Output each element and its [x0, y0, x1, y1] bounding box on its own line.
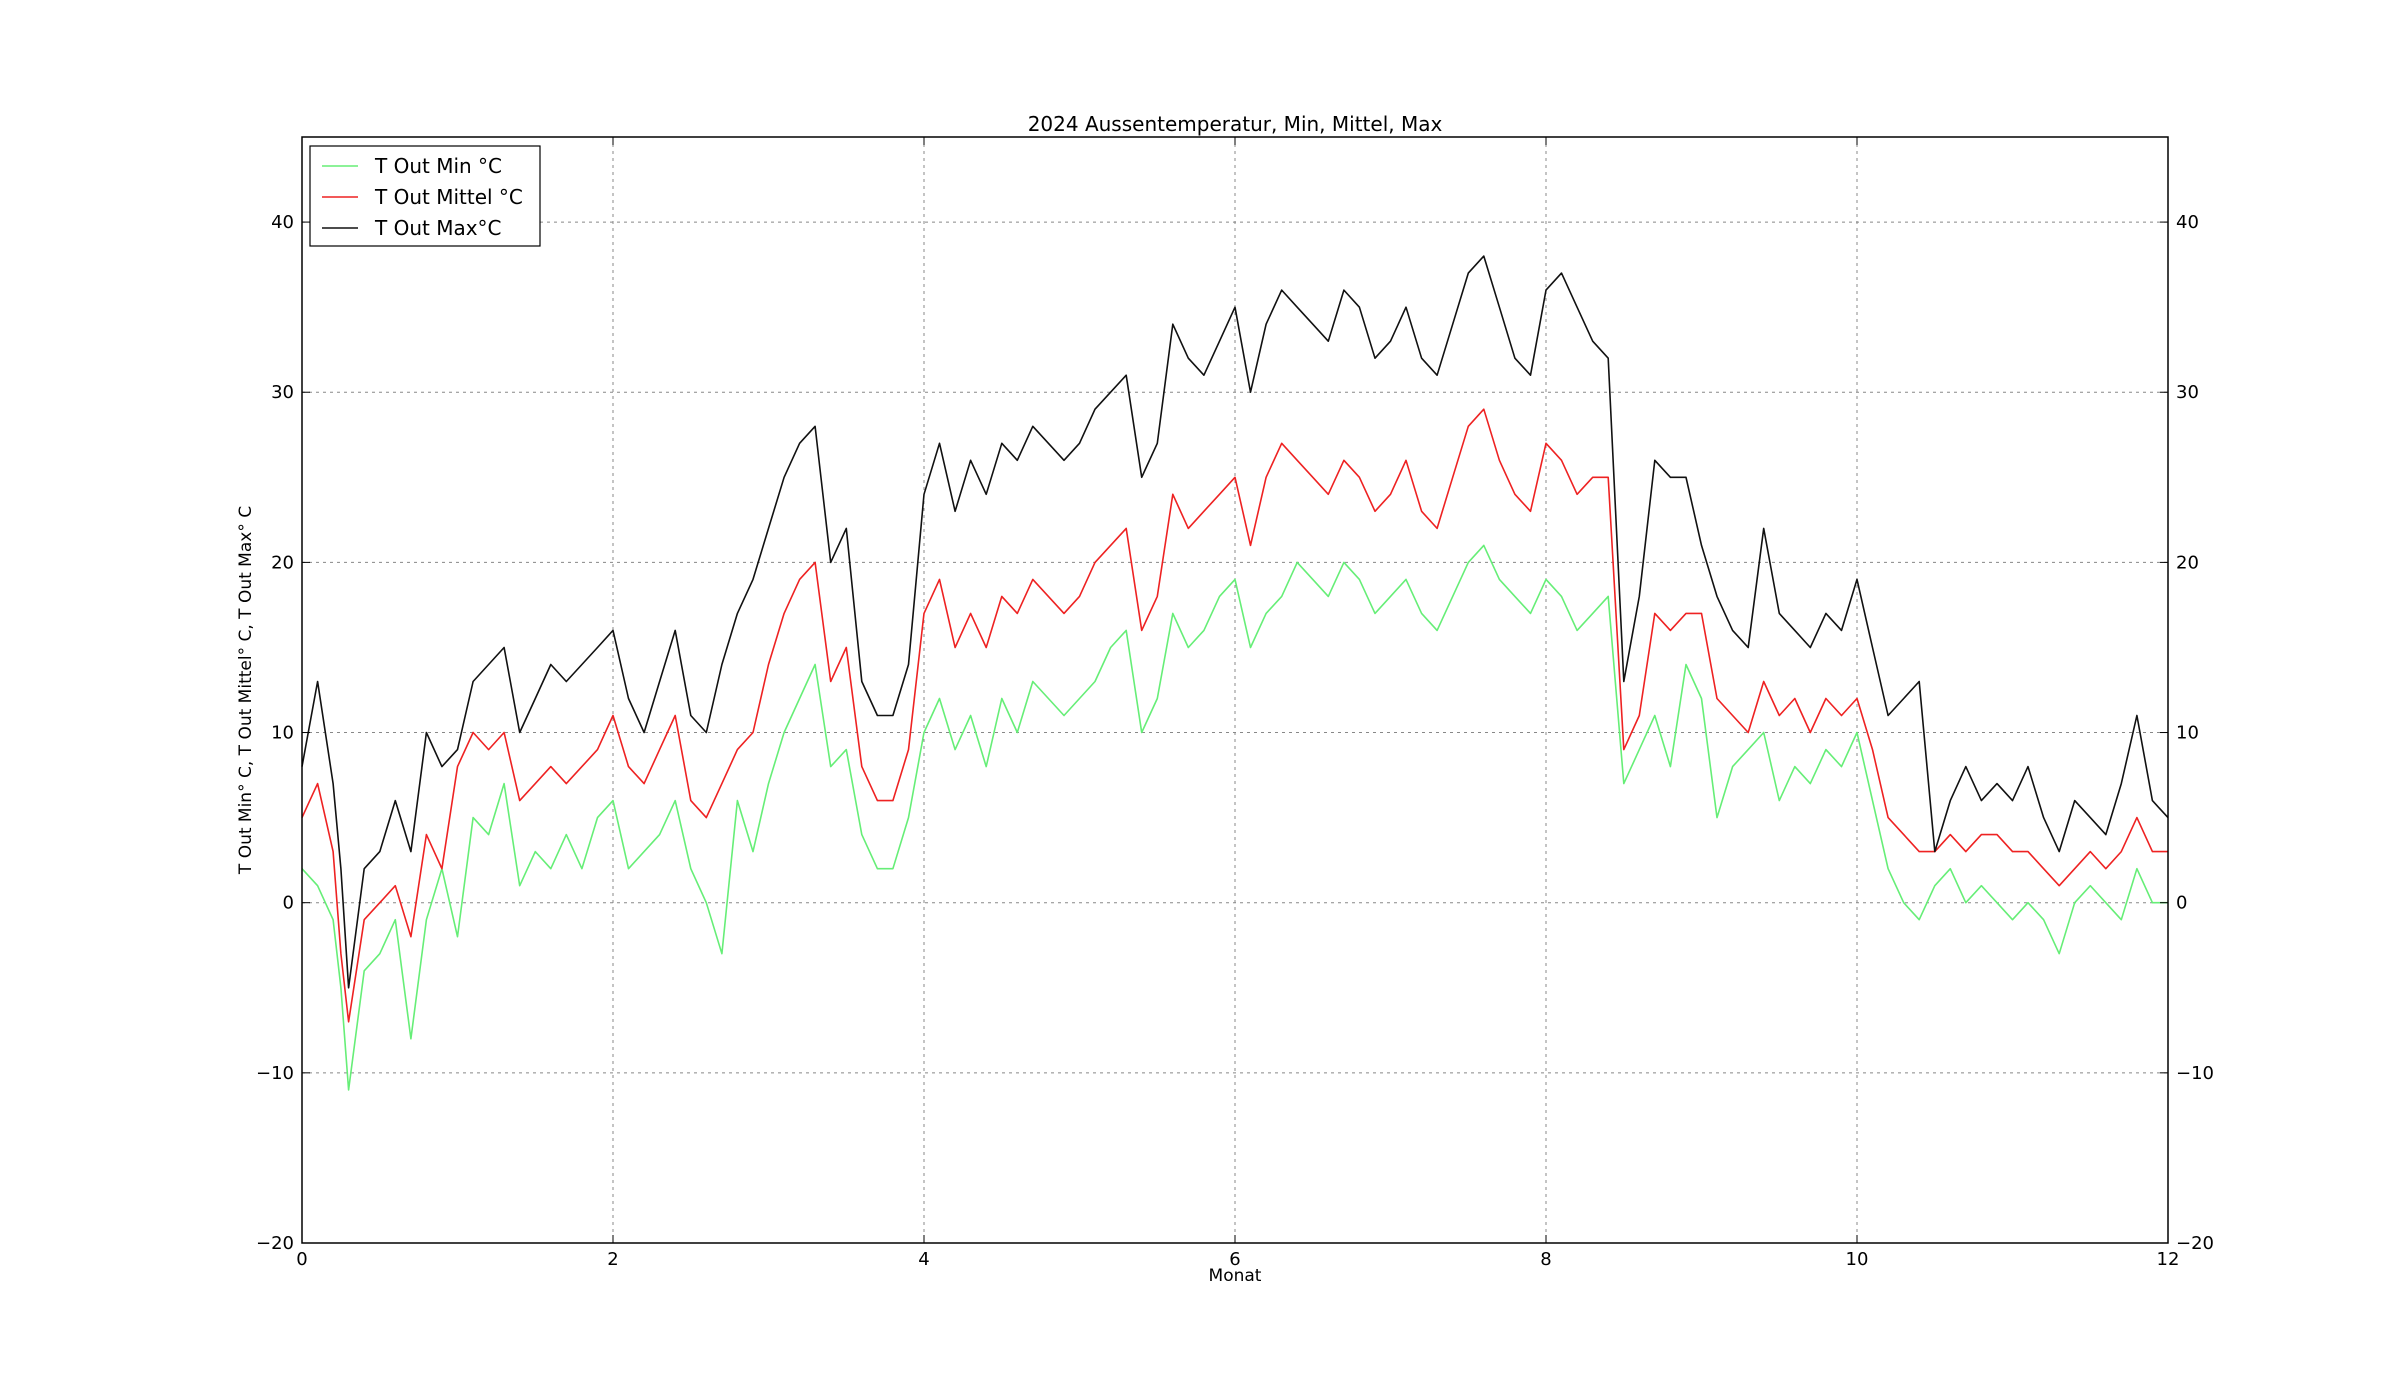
y-tick-label-right: 40 — [2176, 212, 2199, 233]
y-tick-label: −20 — [256, 1233, 294, 1254]
y-tick-label: 20 — [271, 552, 294, 573]
legend-box — [309, 145, 541, 247]
legend: T Out Min °C T Out Mittel °C T Out Max°C — [309, 145, 541, 247]
x-tick-label: 12 — [2157, 1249, 2180, 1270]
legend-label: T Out Max°C — [374, 216, 502, 240]
grid — [302, 137, 2168, 1243]
x-tick-label: 8 — [1540, 1249, 1551, 1270]
y-tick-label-right: 30 — [2176, 382, 2199, 403]
legend-label: T Out Min °C — [374, 154, 502, 178]
x-tick-label: 10 — [1846, 1249, 1869, 1270]
y-tick-label-right: −20 — [2176, 1233, 2214, 1254]
y-tick-label: 0 — [283, 893, 294, 914]
y-tick-label: 40 — [271, 212, 294, 233]
legend-label: T Out Mittel °C — [374, 185, 523, 209]
y-tick-label: −10 — [256, 1063, 294, 1084]
series-line-1 — [301, 408, 2168, 1023]
y-tick-label: 10 — [271, 723, 294, 744]
y-axis-label: T Out Min° C, T Out Mittel° C, T Out Max… — [236, 506, 256, 875]
series-line-0 — [301, 544, 2168, 1091]
x-axis-label: Monat — [1209, 1266, 1262, 1286]
x-tick-label: 6 — [1229, 1249, 1240, 1270]
y-tick-label-right: 20 — [2176, 552, 2199, 573]
x-tick-label: 0 — [296, 1249, 307, 1270]
x-tick-label: 2 — [607, 1249, 618, 1270]
chart-title: 2024 Aussentemperatur, Min, Mittel, Max — [1028, 112, 1443, 136]
x-tick-label: 4 — [918, 1249, 929, 1270]
series-line-2 — [301, 255, 2169, 989]
y-tick-label: 30 — [271, 382, 294, 403]
y-tick-label-right: −10 — [2176, 1063, 2214, 1084]
series-lines — [301, 255, 2169, 1091]
y-tick-label-right: 10 — [2176, 723, 2199, 744]
y-tick-label-right: 0 — [2176, 893, 2187, 914]
